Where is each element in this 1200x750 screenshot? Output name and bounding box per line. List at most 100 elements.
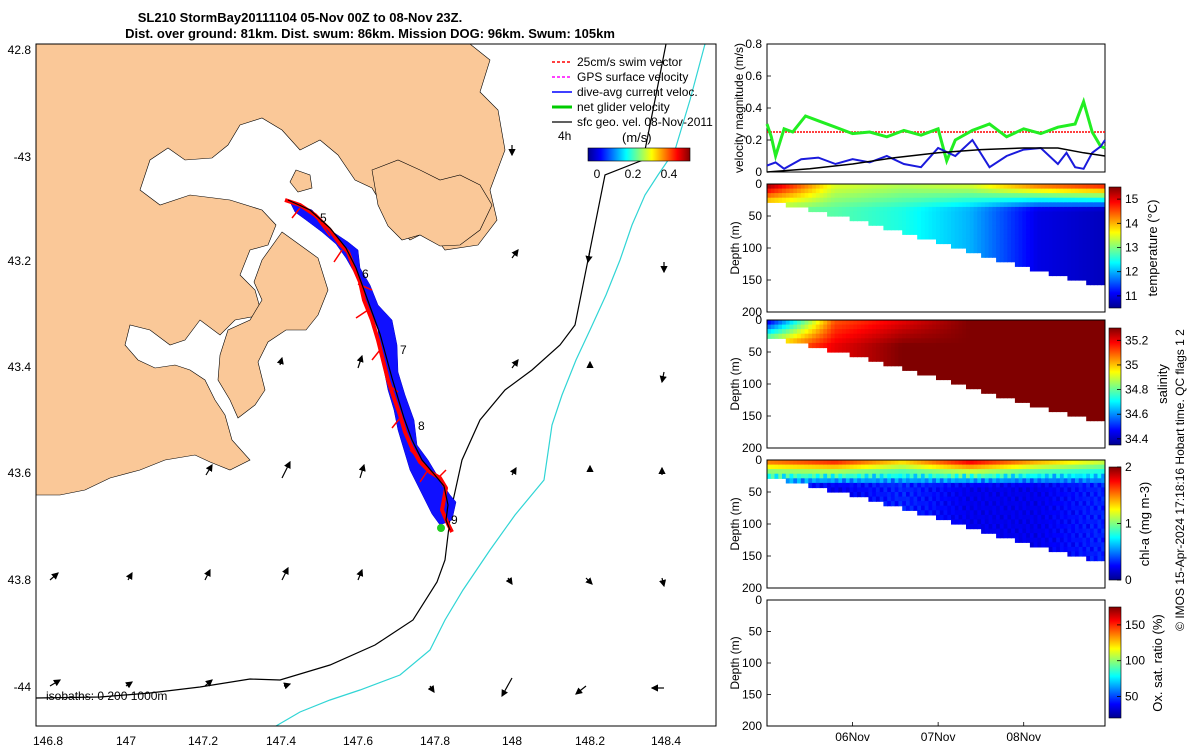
section-cell	[1026, 229, 1031, 235]
section-cell	[973, 329, 978, 335]
section-cell	[962, 478, 967, 484]
section-cell	[1018, 347, 1023, 353]
section-cell	[1097, 333, 1102, 339]
section-cell	[1033, 216, 1038, 222]
section-cell	[1097, 416, 1102, 422]
section-cell	[1082, 505, 1087, 511]
section-cell	[988, 338, 993, 344]
section-cell	[917, 370, 922, 376]
section-cell	[984, 528, 990, 534]
section-cell	[898, 188, 903, 194]
section-cell	[1037, 202, 1042, 208]
section-cell	[1003, 356, 1008, 362]
section-cell	[1029, 252, 1035, 258]
section-cell	[928, 370, 933, 376]
section-cell	[962, 356, 967, 362]
temperature-section	[767, 184, 1105, 286]
section-cell	[984, 482, 990, 489]
section-cell	[917, 193, 922, 199]
section-cell	[913, 460, 918, 466]
section-cell	[999, 505, 1005, 511]
section-cell	[1052, 505, 1057, 511]
section-cell	[793, 473, 798, 479]
section-cell	[939, 365, 945, 371]
section-cell	[815, 184, 821, 190]
section-cell	[1097, 342, 1102, 349]
section-cell	[864, 347, 869, 353]
section-cell	[1078, 393, 1084, 399]
section-cell	[1090, 505, 1095, 511]
section-cell	[1044, 342, 1050, 349]
section-cell	[1082, 342, 1087, 349]
section-cell	[1014, 460, 1020, 466]
section-cell	[1090, 542, 1095, 548]
section-cell	[1082, 188, 1087, 194]
section-cell	[988, 197, 993, 203]
section-cell	[789, 478, 794, 484]
section-cell	[872, 329, 877, 335]
section-cell	[902, 352, 907, 358]
ytick-label: 0	[755, 593, 762, 607]
section-cell	[1011, 252, 1016, 258]
section-cell	[1044, 188, 1050, 194]
section-cell	[800, 473, 806, 479]
section-cell	[1018, 352, 1023, 358]
section-cell	[1101, 347, 1105, 353]
section-cell	[827, 188, 832, 194]
section-cell	[936, 361, 941, 367]
section-cell	[939, 361, 945, 367]
section-cell	[909, 487, 915, 493]
section-cell	[1056, 482, 1061, 489]
section-cell	[973, 356, 978, 362]
section-cell	[936, 473, 941, 479]
section-cell	[977, 510, 982, 516]
section-cell	[1037, 257, 1042, 263]
section-cell	[823, 473, 828, 479]
section-cell	[1033, 225, 1038, 231]
section-cell	[827, 460, 832, 466]
section-cell	[1097, 270, 1102, 277]
section-cell	[917, 478, 922, 484]
section-cell	[924, 211, 930, 217]
section-cell	[1078, 365, 1084, 371]
section-cell	[1014, 365, 1020, 371]
section-cell	[1018, 197, 1023, 203]
section-cell	[1014, 514, 1020, 521]
section-cell	[1037, 361, 1042, 367]
section-cell	[842, 211, 847, 217]
section-cell	[924, 361, 930, 367]
section-cell	[1007, 464, 1012, 470]
section-cell	[988, 496, 993, 502]
section-cell	[1044, 393, 1050, 399]
section-cell	[1007, 248, 1012, 254]
section-cell	[804, 324, 809, 330]
section-cell	[973, 505, 978, 511]
section-cell	[977, 333, 982, 339]
section-cell	[827, 482, 832, 489]
section-cell	[800, 324, 806, 330]
section-cell	[812, 329, 817, 335]
section-cell	[1018, 248, 1023, 254]
section-cell	[992, 519, 997, 525]
section-cell	[984, 384, 990, 390]
section-cell	[887, 202, 892, 208]
section-cell	[1059, 393, 1065, 399]
section-cell	[1097, 551, 1102, 557]
section-cell	[1044, 464, 1050, 470]
section-cell	[1093, 211, 1099, 217]
section-cell	[890, 184, 896, 190]
section-cell	[1029, 261, 1035, 267]
section-cell	[778, 197, 783, 203]
section-cell	[1007, 257, 1012, 263]
section-cell	[894, 338, 900, 344]
section-cell	[872, 202, 877, 208]
section-cell	[1078, 374, 1084, 381]
section-cell	[830, 320, 836, 326]
section-cell	[1048, 248, 1054, 254]
section-cell	[1093, 411, 1099, 417]
section-cell	[913, 365, 918, 371]
section-cell	[999, 197, 1005, 203]
section-cell	[1022, 347, 1027, 353]
section-cell	[951, 473, 956, 479]
